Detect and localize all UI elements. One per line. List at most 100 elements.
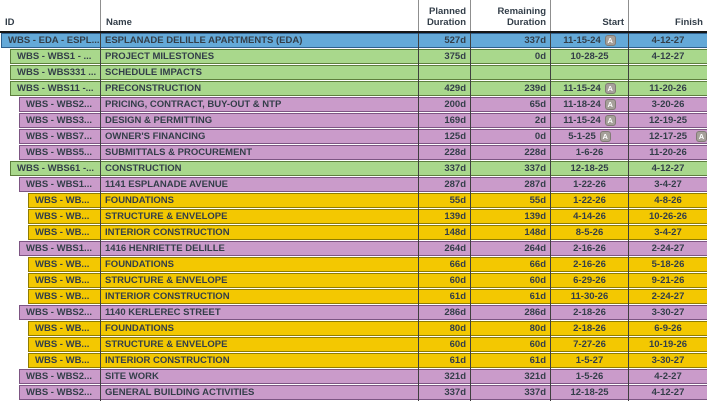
- column-header-start[interactable]: Start: [550, 0, 628, 31]
- planned-duration-cell[interactable]: 139d: [418, 209, 470, 225]
- start-date-cell[interactable]: 5-1-25 A: [550, 129, 628, 145]
- name-cell[interactable]: INTERIOR CONSTRUCTION: [100, 289, 418, 305]
- start-date-cell[interactable]: 2-18-26 A: [550, 321, 628, 337]
- name-cell[interactable]: PRICING, CONTRACT, BUY-OUT & NTP: [100, 97, 418, 113]
- finish-date-cell[interactable]: 4-12-27 A: [628, 161, 707, 177]
- name-cell[interactable]: INTERIOR CONSTRUCTION: [100, 225, 418, 241]
- start-date-cell[interactable]: 1-22-26 A: [550, 177, 628, 193]
- planned-duration-cell[interactable]: 61d: [418, 289, 470, 305]
- finish-date-cell[interactable]: A: [628, 65, 707, 81]
- start-date-cell[interactable]: 2-16-26 A: [550, 241, 628, 257]
- remaining-duration-cell[interactable]: 66d: [470, 257, 550, 273]
- table-row[interactable]: WBS - WBS2... SITE WORK 321d 321d 1-5-26…: [0, 369, 707, 385]
- start-date-cell[interactable]: A: [550, 65, 628, 81]
- name-cell[interactable]: STRUCTURE & ENVELOPE: [100, 337, 418, 353]
- table-row[interactable]: WBS - WB... INTERIOR CONSTRUCTION 61d 61…: [0, 289, 707, 305]
- table-row[interactable]: WBS - WBS2... GENERAL BUILDING ACTIVITIE…: [0, 385, 707, 401]
- id-cell[interactable]: WBS - WB...: [0, 209, 100, 225]
- planned-duration-cell[interactable]: 55d: [418, 193, 470, 209]
- name-cell[interactable]: 1416 HENRIETTE DELILLE: [100, 241, 418, 257]
- table-row[interactable]: WBS - WBS1... 1416 HENRIETTE DELILLE 264…: [0, 241, 707, 257]
- remaining-duration-cell[interactable]: 65d: [470, 97, 550, 113]
- finish-date-cell[interactable]: 12-17-25 A: [628, 129, 707, 145]
- start-date-cell[interactable]: 1-5-27 A: [550, 353, 628, 369]
- table-row[interactable]: WBS - WBS331 ... SCHEDULE IMPACTS A: [0, 65, 707, 81]
- planned-duration-cell[interactable]: 321d: [418, 369, 470, 385]
- table-row[interactable]: WBS - EDA - ESPL... ESPLANADE DELILLE AP…: [0, 33, 707, 49]
- finish-date-cell[interactable]: 5-18-26 A: [628, 257, 707, 273]
- finish-date-cell[interactable]: 11-20-26 A: [628, 145, 707, 161]
- remaining-duration-cell[interactable]: 80d: [470, 321, 550, 337]
- planned-duration-cell[interactable]: 429d: [418, 81, 470, 97]
- table-row[interactable]: WBS - WBS61 -... CONSTRUCTION 337d 337d …: [0, 161, 707, 177]
- id-cell[interactable]: WBS - EDA - ESPL...: [0, 33, 100, 49]
- name-cell[interactable]: STRUCTURE & ENVELOPE: [100, 273, 418, 289]
- table-row[interactable]: WBS - WBS2... 1140 KERLEREC STREET 286d …: [0, 305, 707, 321]
- finish-date-cell[interactable]: 4-12-27 A: [628, 33, 707, 49]
- table-row[interactable]: WBS - WB... FOUNDATIONS 80d 80d 2-18-26 …: [0, 321, 707, 337]
- name-cell[interactable]: ESPLANADE DELILLE APARTMENTS (EDA): [100, 33, 418, 49]
- remaining-duration-cell[interactable]: 60d: [470, 273, 550, 289]
- planned-duration-cell[interactable]: 66d: [418, 257, 470, 273]
- finish-date-cell[interactable]: 3-30-27 A: [628, 305, 707, 321]
- table-row[interactable]: WBS - WBS1... 1141 ESPLANADE AVENUE 287d…: [0, 177, 707, 193]
- finish-date-cell[interactable]: 9-21-26 A: [628, 273, 707, 289]
- table-row[interactable]: WBS - WBS7... OWNER'S FINANCING 125d 0d …: [0, 129, 707, 145]
- id-cell[interactable]: WBS - WBS5...: [0, 145, 100, 161]
- start-date-cell[interactable]: 4-14-26 A: [550, 209, 628, 225]
- id-cell[interactable]: WBS - WBS1...: [0, 177, 100, 193]
- id-cell[interactable]: WBS - WBS11 -...: [0, 81, 100, 97]
- planned-duration-cell[interactable]: 169d: [418, 113, 470, 129]
- remaining-duration-cell[interactable]: 61d: [470, 289, 550, 305]
- finish-date-cell[interactable]: 2-24-27 A: [628, 241, 707, 257]
- name-cell[interactable]: STRUCTURE & ENVELOPE: [100, 209, 418, 225]
- remaining-duration-cell[interactable]: 239d: [470, 81, 550, 97]
- start-date-cell[interactable]: 11-15-24 A: [550, 113, 628, 129]
- name-cell[interactable]: INTERIOR CONSTRUCTION: [100, 353, 418, 369]
- planned-duration-cell[interactable]: 287d: [418, 177, 470, 193]
- start-date-cell[interactable]: 11-18-24 A: [550, 97, 628, 113]
- remaining-duration-cell[interactable]: 321d: [470, 369, 550, 385]
- column-header-planned-duration[interactable]: Planned Duration: [418, 0, 470, 31]
- table-row[interactable]: WBS - WB... STRUCTURE & ENVELOPE 139d 13…: [0, 209, 707, 225]
- finish-date-cell[interactable]: 3-20-26 A: [628, 97, 707, 113]
- finish-date-cell[interactable]: 4-12-27 A: [628, 49, 707, 65]
- finish-date-cell[interactable]: 4-8-26 A: [628, 193, 707, 209]
- name-cell[interactable]: PROJECT MILESTONES: [100, 49, 418, 65]
- id-cell[interactable]: WBS - WBS61 -...: [0, 161, 100, 177]
- remaining-duration-cell[interactable]: 139d: [470, 209, 550, 225]
- planned-duration-cell[interactable]: 228d: [418, 145, 470, 161]
- name-cell[interactable]: SITE WORK: [100, 369, 418, 385]
- finish-date-cell[interactable]: 6-9-26 A: [628, 321, 707, 337]
- planned-duration-cell[interactable]: 60d: [418, 273, 470, 289]
- planned-duration-cell[interactable]: 527d: [418, 33, 470, 49]
- finish-date-cell[interactable]: 4-12-27 A: [628, 385, 707, 401]
- id-cell[interactable]: WBS - WBS7...: [0, 129, 100, 145]
- planned-duration-cell[interactable]: 264d: [418, 241, 470, 257]
- id-cell[interactable]: WBS - WBS2...: [0, 305, 100, 321]
- table-row[interactable]: WBS - WB... FOUNDATIONS 55d 55d 1-22-26 …: [0, 193, 707, 209]
- planned-duration-cell[interactable]: 200d: [418, 97, 470, 113]
- name-cell[interactable]: SUBMITTALS & PROCUREMENT: [100, 145, 418, 161]
- column-header-remaining-duration[interactable]: Remaining Duration: [470, 0, 550, 31]
- finish-date-cell[interactable]: 4-2-27 A: [628, 369, 707, 385]
- name-cell[interactable]: FOUNDATIONS: [100, 257, 418, 273]
- start-date-cell[interactable]: 11-15-24 A: [550, 33, 628, 49]
- start-date-cell[interactable]: 6-29-26 A: [550, 273, 628, 289]
- planned-duration-cell[interactable]: 60d: [418, 337, 470, 353]
- table-row[interactable]: WBS - WB... INTERIOR CONSTRUCTION 61d 61…: [0, 353, 707, 369]
- planned-duration-cell[interactable]: 80d: [418, 321, 470, 337]
- name-cell[interactable]: FOUNDATIONS: [100, 193, 418, 209]
- name-cell[interactable]: DESIGN & PERMITTING: [100, 113, 418, 129]
- remaining-duration-cell[interactable]: 148d: [470, 225, 550, 241]
- id-cell[interactable]: WBS - WBS2...: [0, 385, 100, 401]
- planned-duration-cell[interactable]: 61d: [418, 353, 470, 369]
- column-header-id[interactable]: ID: [0, 0, 100, 31]
- planned-duration-cell[interactable]: 286d: [418, 305, 470, 321]
- start-date-cell[interactable]: 2-16-26 A: [550, 257, 628, 273]
- table-row[interactable]: WBS - WBS2... PRICING, CONTRACT, BUY-OUT…: [0, 97, 707, 113]
- table-row[interactable]: WBS - WBS11 -... PRECONSTRUCTION 429d 23…: [0, 81, 707, 97]
- start-date-cell[interactable]: 1-5-26 A: [550, 369, 628, 385]
- start-date-cell[interactable]: 1-22-26 A: [550, 193, 628, 209]
- remaining-duration-cell[interactable]: 228d: [470, 145, 550, 161]
